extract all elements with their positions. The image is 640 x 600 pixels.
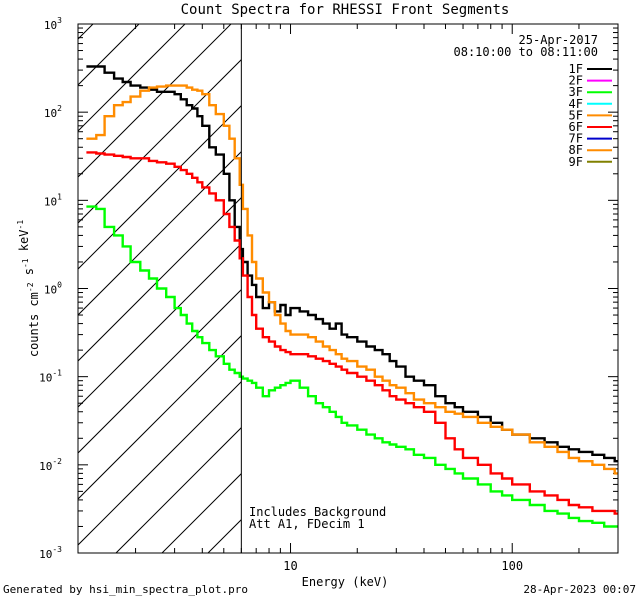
hatch-line — [78, 150, 242, 316]
chart-title: Count Spectra for RHESSI Front Segments — [181, 2, 510, 18]
annotation-background: Includes Background — [249, 505, 386, 519]
y-tick-label: 10-2 — [39, 457, 62, 473]
attenuator-hatch-region — [0, 24, 242, 553]
y-tick-label: 10-3 — [39, 545, 62, 561]
legend-label-7F: 7F — [569, 132, 583, 146]
axis-ticks — [78, 23, 619, 554]
hatch-line — [78, 288, 242, 454]
hatch-line — [78, 24, 186, 132]
legend-label-2F: 2F — [569, 74, 583, 88]
y-tick-label: 102 — [44, 104, 62, 120]
hatch-line — [78, 24, 140, 86]
legend-label-1F: 1F — [569, 62, 583, 76]
legend-label-6F: 6F — [569, 120, 583, 134]
x-tick-label-100: 100 — [501, 559, 523, 573]
y-tick-label: 103 — [44, 16, 62, 32]
x-tick-labels: 10 100 — [283, 559, 523, 573]
series-3F — [86, 205, 618, 528]
series-8F — [86, 84, 618, 475]
hatch-line — [115, 426, 242, 553]
y-tick-label: 10-1 — [39, 369, 62, 385]
hatch-line — [78, 334, 242, 500]
series-layer — [86, 65, 618, 528]
legend-label-9F: 9F — [569, 155, 583, 169]
hatch-line — [78, 380, 242, 546]
generated-by-text: Generated by hsi_min_spectra_plot.pro — [3, 583, 249, 596]
timestamp-text: 28-Apr-2023 00:07 — [523, 583, 636, 596]
y-tick-labels: 10-3 10-2 10-1 100 101 102 103 — [39, 16, 62, 561]
legend-date: 25-Apr-2017 — [519, 33, 598, 47]
hatch-line — [78, 242, 242, 408]
series-6F — [86, 151, 618, 515]
series-1F — [86, 65, 618, 463]
hatch-line — [78, 196, 242, 362]
annotation-attenuator: Att A1, FDecim 1 — [249, 517, 365, 531]
legend-label-5F: 5F — [569, 108, 583, 122]
y-tick-label: 100 — [44, 281, 62, 297]
x-axis-label: Energy (keV) — [302, 575, 389, 589]
hatch-line — [78, 104, 242, 270]
hatch-line — [78, 24, 232, 178]
hatch-line — [0, 24, 47, 553]
legend-label-8F: 8F — [569, 143, 583, 157]
y-axis-label: counts cm-2 s-1 keV-1 — [16, 220, 41, 358]
legend-label-3F: 3F — [569, 85, 583, 99]
legend-label-4F: 4F — [569, 97, 583, 111]
plot-frame — [77, 23, 619, 554]
y-tick-label: 101 — [44, 192, 62, 208]
legend-time-range: 08:10:00 to 08:11:00 — [454, 45, 599, 59]
hatch-line — [78, 58, 242, 224]
x-tick-label-10: 10 — [283, 559, 297, 573]
